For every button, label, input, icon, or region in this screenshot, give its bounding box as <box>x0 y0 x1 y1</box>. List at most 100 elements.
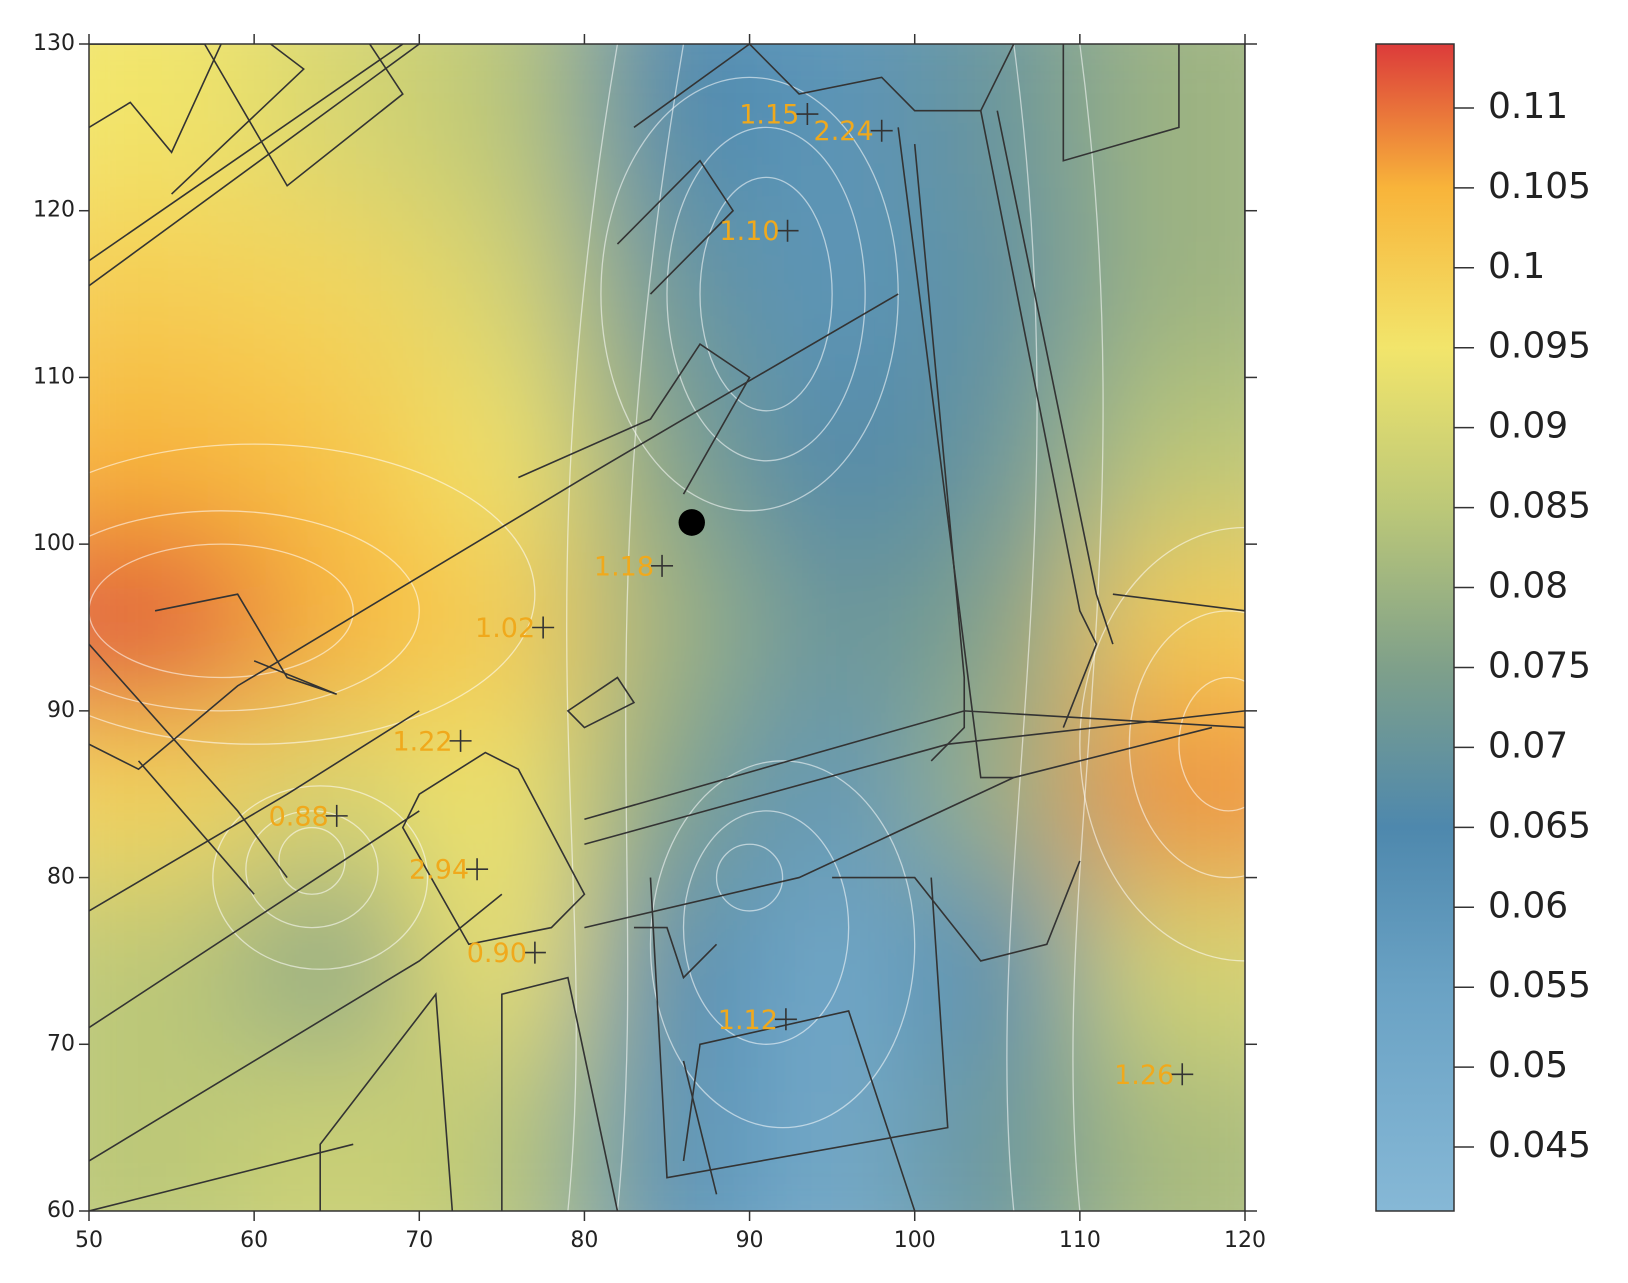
y-tick-label: 60 <box>47 1198 75 1223</box>
sample-marker <box>325 804 348 827</box>
heat-cell <box>749 877 916 1046</box>
colorbar-tick-label: 0.1 <box>1488 246 1545 287</box>
sample-label: 1.12 <box>718 1005 778 1036</box>
heat-cell <box>584 877 751 1046</box>
y-tick-label: 130 <box>33 31 75 56</box>
axes: 50 60 70 80 90 100 110 120607080901001101201300… <box>33 31 1591 1253</box>
x-tick-label: 60 <box>240 1228 268 1253</box>
y-tick-label: 110 <box>33 364 75 389</box>
heat-cell <box>749 1044 916 1211</box>
colorbar-tick-label: 0.05 <box>1488 1045 1568 1086</box>
heat-cell <box>254 1044 421 1211</box>
colorbar-tick-label: 0.045 <box>1488 1125 1591 1166</box>
sample-label: 1.26 <box>1114 1060 1174 1091</box>
heat-cell <box>89 877 256 1046</box>
site-plan <box>89 44 1245 1211</box>
colorbar-tick-label: 0.11 <box>1488 86 1568 127</box>
heat-cell <box>1079 877 1245 1046</box>
y-tick-label: 90 <box>47 698 75 723</box>
y-tick-label: 80 <box>47 865 75 890</box>
heat-cell <box>1079 544 1245 712</box>
plot-frame <box>88 43 1246 1212</box>
heat-cell <box>89 710 256 879</box>
colorbar <box>1375 43 1455 1212</box>
sample-marker <box>449 729 472 752</box>
heat-cell <box>914 877 1081 1046</box>
sample-marker <box>776 219 799 242</box>
y-tick-label: 120 <box>33 198 75 223</box>
heat-cell <box>419 377 586 546</box>
x-tick-label: 120 <box>1224 1228 1266 1253</box>
colorbar-tick-label: 0.105 <box>1488 166 1591 207</box>
heat-cell <box>254 44 421 212</box>
sample-points: 1.15 2.24 1.10 1.18 1.02 1.22 0.88 2.94 0.90 1.12… <box>269 100 1194 1091</box>
sample-marker <box>1171 1063 1194 1086</box>
sample-label: 0.88 <box>269 801 329 832</box>
heat-cell <box>1079 377 1245 546</box>
sample-marker <box>796 103 819 126</box>
heat-cell <box>914 710 1081 879</box>
y-tick-label: 100 <box>33 531 75 556</box>
colorbar-tick-label: 0.08 <box>1488 566 1568 607</box>
x-tick-label: 90 <box>736 1228 764 1253</box>
heat-cell <box>254 877 421 1046</box>
heat-cell <box>254 210 421 379</box>
heat-cell <box>914 44 1081 212</box>
sample-label: 0.90 <box>467 938 527 969</box>
x-tick-label: 70 <box>405 1228 433 1253</box>
sample-marker <box>523 941 546 964</box>
heat-cell <box>749 710 916 879</box>
sample-label: 1.15 <box>739 100 799 131</box>
sample-marker <box>532 616 555 639</box>
heat-cell <box>1079 1044 1245 1211</box>
heat-cell <box>584 44 751 212</box>
colorbar-tick-label: 0.09 <box>1488 406 1568 447</box>
heat-cell <box>89 1044 256 1211</box>
sample-marker <box>774 1008 797 1031</box>
heat-cell <box>914 1044 1081 1211</box>
contours <box>0 44 1410 1211</box>
colorbar-tick-label: 0.07 <box>1488 725 1568 766</box>
colorbar-tick-label: 0.055 <box>1488 965 1591 1006</box>
sample-marker <box>870 119 893 142</box>
sample-label: 1.18 <box>594 551 654 582</box>
heat-cell <box>419 210 586 379</box>
heat-cell <box>914 377 1081 546</box>
colorbar-tick-label: 0.06 <box>1488 885 1568 926</box>
heat-cell <box>584 1044 751 1211</box>
y-tick-label: 70 <box>47 1031 75 1056</box>
sample-label: 2.24 <box>814 116 874 147</box>
heat-cell <box>419 44 586 212</box>
heat-cell <box>254 377 421 546</box>
plot-area: 1.15 2.24 1.10 1.18 1.02 1.22 0.88 2.94 0.90 1.12… <box>0 44 1410 1211</box>
heat-cell <box>1079 710 1245 879</box>
heat-cell <box>89 210 256 379</box>
sample-label: 2.94 <box>409 855 469 886</box>
colorbar-tick-label: 0.095 <box>1488 326 1591 367</box>
sample-label: 1.22 <box>392 726 452 757</box>
x-tick-label: 80 <box>570 1228 598 1253</box>
colorbar-tick-label: 0.075 <box>1488 645 1591 686</box>
sample-marker <box>466 858 489 881</box>
sample-marker <box>651 554 674 577</box>
x-tick-label: 100 <box>894 1228 936 1253</box>
heat-cell <box>1079 210 1245 379</box>
heat-cell <box>584 544 751 712</box>
colorbar-tick-label: 0.065 <box>1488 805 1591 846</box>
heat-cell <box>584 377 751 546</box>
heat-cell <box>914 544 1081 712</box>
heat-cell <box>749 377 916 546</box>
heat-cell <box>914 210 1081 379</box>
heat-cell <box>254 544 421 712</box>
x-tick-label: 110 <box>1059 1228 1101 1253</box>
colorbar-tick-label: 0.085 <box>1488 486 1591 527</box>
heat-cell <box>419 544 586 712</box>
sample-label: 1.10 <box>719 216 779 247</box>
heat-cell <box>419 710 586 879</box>
heat-cell <box>1079 44 1245 212</box>
heat-cell <box>254 710 421 879</box>
sample-label: 1.02 <box>475 613 535 644</box>
heat-cell <box>749 544 916 712</box>
